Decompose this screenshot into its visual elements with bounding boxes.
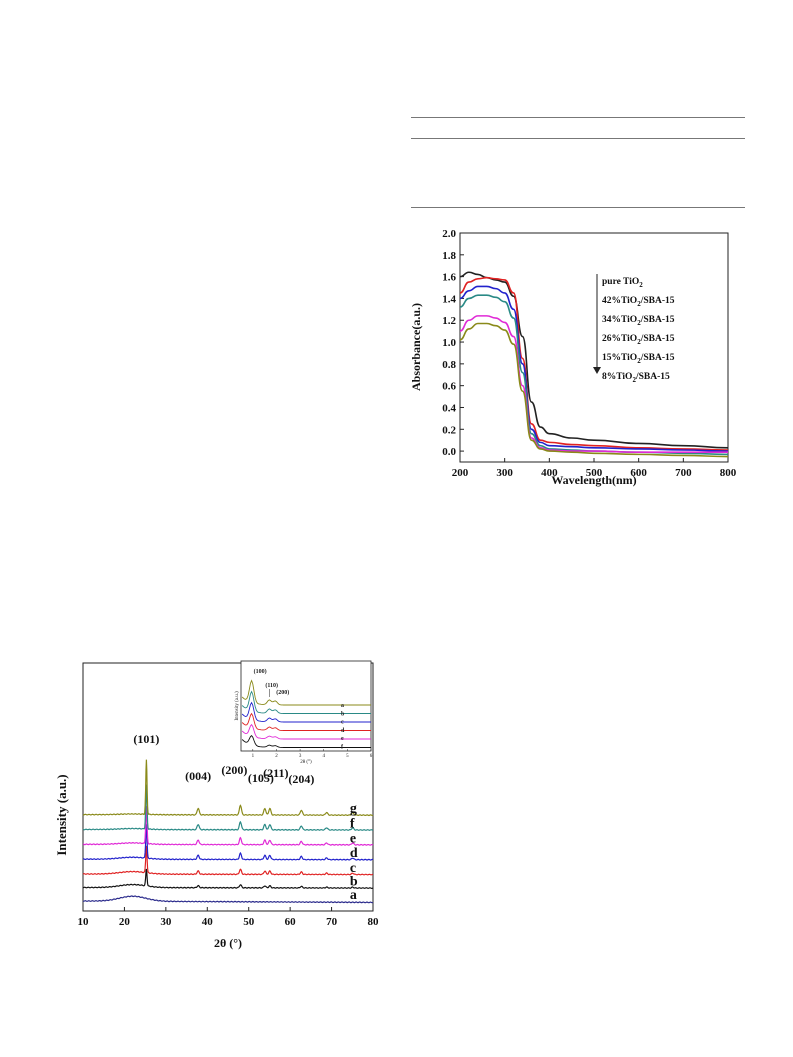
xrd-series-line	[82, 868, 374, 890]
inset-series-line	[241, 679, 371, 706]
uv-series-line	[459, 276, 729, 451]
uv-x-tick-label: 800	[720, 467, 737, 479]
xrd-x-tick-label: 30	[160, 916, 172, 928]
uv-chart: 200 300 400 500 600 700 800 0.0 0.2 0.4 0.6 0.8 1.0 1…	[409, 228, 737, 487]
xrd-y-axis-label: Intensity (a.u.)	[55, 774, 69, 855]
inset-series-line	[241, 734, 371, 748]
table-rule-bottom	[411, 207, 745, 208]
xrd-curve-label: f	[350, 816, 355, 831]
inset-x-tick-label: 2	[275, 754, 278, 759]
inset-curve-label: a	[341, 703, 344, 709]
uv-y-tick-label: 0.2	[442, 424, 456, 436]
uv-y-tick-label: 0.8	[442, 359, 456, 371]
xrd-inset-frame	[240, 660, 372, 752]
xrd-peak-label: (004)	[185, 769, 211, 783]
inset-x-tick-label: 4	[322, 754, 325, 759]
uv-series-line	[459, 322, 729, 458]
inset-peak-label: (100)	[254, 668, 267, 675]
xrd-curve-label: g	[350, 802, 357, 817]
xrd-series-line	[82, 759, 374, 817]
uv-x-tick-label: 400	[541, 467, 558, 479]
xrd-x-tick-label: 70	[326, 916, 338, 928]
inset-curve-label: f	[341, 745, 344, 751]
uv-legend-entry: 42%TiO2/SBA-15	[602, 296, 675, 308]
uv-y-tick-label: 1.6	[442, 272, 456, 284]
uv-legend-entry: 15%TiO2/SBA-15	[602, 353, 675, 365]
xrd-peak-label: (105)	[248, 771, 274, 785]
uv-y-tick-label: 1.2	[442, 315, 456, 327]
uv-legend-entry: pure TiO2	[602, 277, 643, 289]
uv-y-tick-label: 0.6	[442, 381, 456, 393]
inset-x-tick-label: 6	[370, 754, 373, 759]
xrd-series-line	[82, 784, 374, 831]
uv-x-tick-label: 500	[586, 467, 603, 479]
xrd-x-tick-label: 10	[78, 916, 90, 928]
uv-y-tick-label: 1.8	[442, 250, 456, 262]
uv-y-tick-label: 0.0	[442, 446, 456, 458]
uv-legend-entry: 34%TiO2/SBA-15	[602, 315, 675, 327]
inset-curve-label: d	[341, 728, 345, 734]
uv-plot-frame	[459, 232, 729, 463]
table-rule-top	[411, 117, 745, 118]
uv-x-tick-label: 700	[675, 467, 692, 479]
xrd-curve-label: b	[350, 875, 358, 890]
uv-y-tick-label: 0.4	[442, 402, 456, 414]
uv-legend-entry: 26%TiO2/SBA-15	[602, 334, 675, 346]
inset-x-tick-label: 1	[252, 754, 255, 759]
xrd-series-line	[82, 806, 374, 846]
uv-series-line	[459, 285, 729, 452]
xrd-x-tick-label: 60	[285, 916, 297, 928]
inset-series-line	[241, 701, 371, 723]
xrd-series-line	[82, 824, 374, 861]
inset-peak-label: (110)	[265, 682, 278, 689]
uv-x-tick-label: 600	[630, 467, 647, 479]
legend-arrow-head	[593, 367, 601, 374]
xrd-peak-label: (101)	[133, 732, 159, 746]
uv-series-line	[459, 315, 728, 453]
xrd-curve-label: d	[350, 846, 358, 861]
xrd-chart: 10 20 30 40 50 60 70 80 (101)(004) (200)(105)(21…	[55, 660, 380, 950]
table-rule-mid	[411, 138, 745, 139]
xrd-x-tick-label: 50	[243, 916, 255, 928]
inset-curve-label: c	[341, 720, 344, 726]
uv-y-axis-label: Absorbance(a.u.)	[409, 303, 423, 391]
uv-series-line	[459, 271, 729, 449]
xrd-curve-label: a	[350, 888, 357, 903]
xrd-x-tick-label: 40	[202, 916, 214, 928]
xrd-peak-label: (204)	[288, 772, 314, 786]
inset-y-axis-label: Intensity (a.u.)	[235, 691, 240, 721]
inset-x-axis-label: 2θ (°)	[300, 760, 312, 765]
xrd-x-tick-label: 80	[368, 916, 380, 928]
xrd-peak-label: (211)	[263, 766, 288, 780]
inset-curve-label: b	[341, 711, 345, 717]
xrd-curve-label: c	[350, 861, 356, 876]
xrd-series-line	[82, 895, 374, 904]
uv-x-tick-label: 300	[496, 467, 513, 479]
inset-x-tick-label: 3	[299, 754, 302, 759]
uv-y-tick-label: 1.4	[442, 293, 456, 305]
xrd-peak-label: (200)	[221, 763, 247, 777]
inset-x-tick-label: 5	[346, 754, 349, 759]
uv-y-tick-label: 1.0	[442, 337, 456, 349]
uv-x-tick-label: 200	[452, 467, 469, 479]
xrd-curve-label: e	[350, 831, 356, 846]
inset-peak-label: (200)	[276, 689, 289, 696]
inset-series-line	[241, 690, 371, 714]
xrd-series-line	[82, 845, 373, 876]
uv-legend-entry: 8%TiO2/SBA-15	[602, 372, 670, 384]
uv-x-axis-label: Wavelength(nm)	[551, 473, 636, 487]
xrd-x-tick-label: 20	[119, 916, 131, 928]
xrd-plot-frame	[82, 662, 374, 912]
inset-series-line	[241, 712, 371, 731]
inset-series-line	[241, 723, 371, 740]
xrd-x-axis-label: 2θ (°)	[214, 936, 242, 950]
inset-curve-label: e	[341, 736, 344, 742]
uv-series-line	[459, 294, 729, 456]
uv-y-tick-label: 2.0	[442, 228, 456, 240]
